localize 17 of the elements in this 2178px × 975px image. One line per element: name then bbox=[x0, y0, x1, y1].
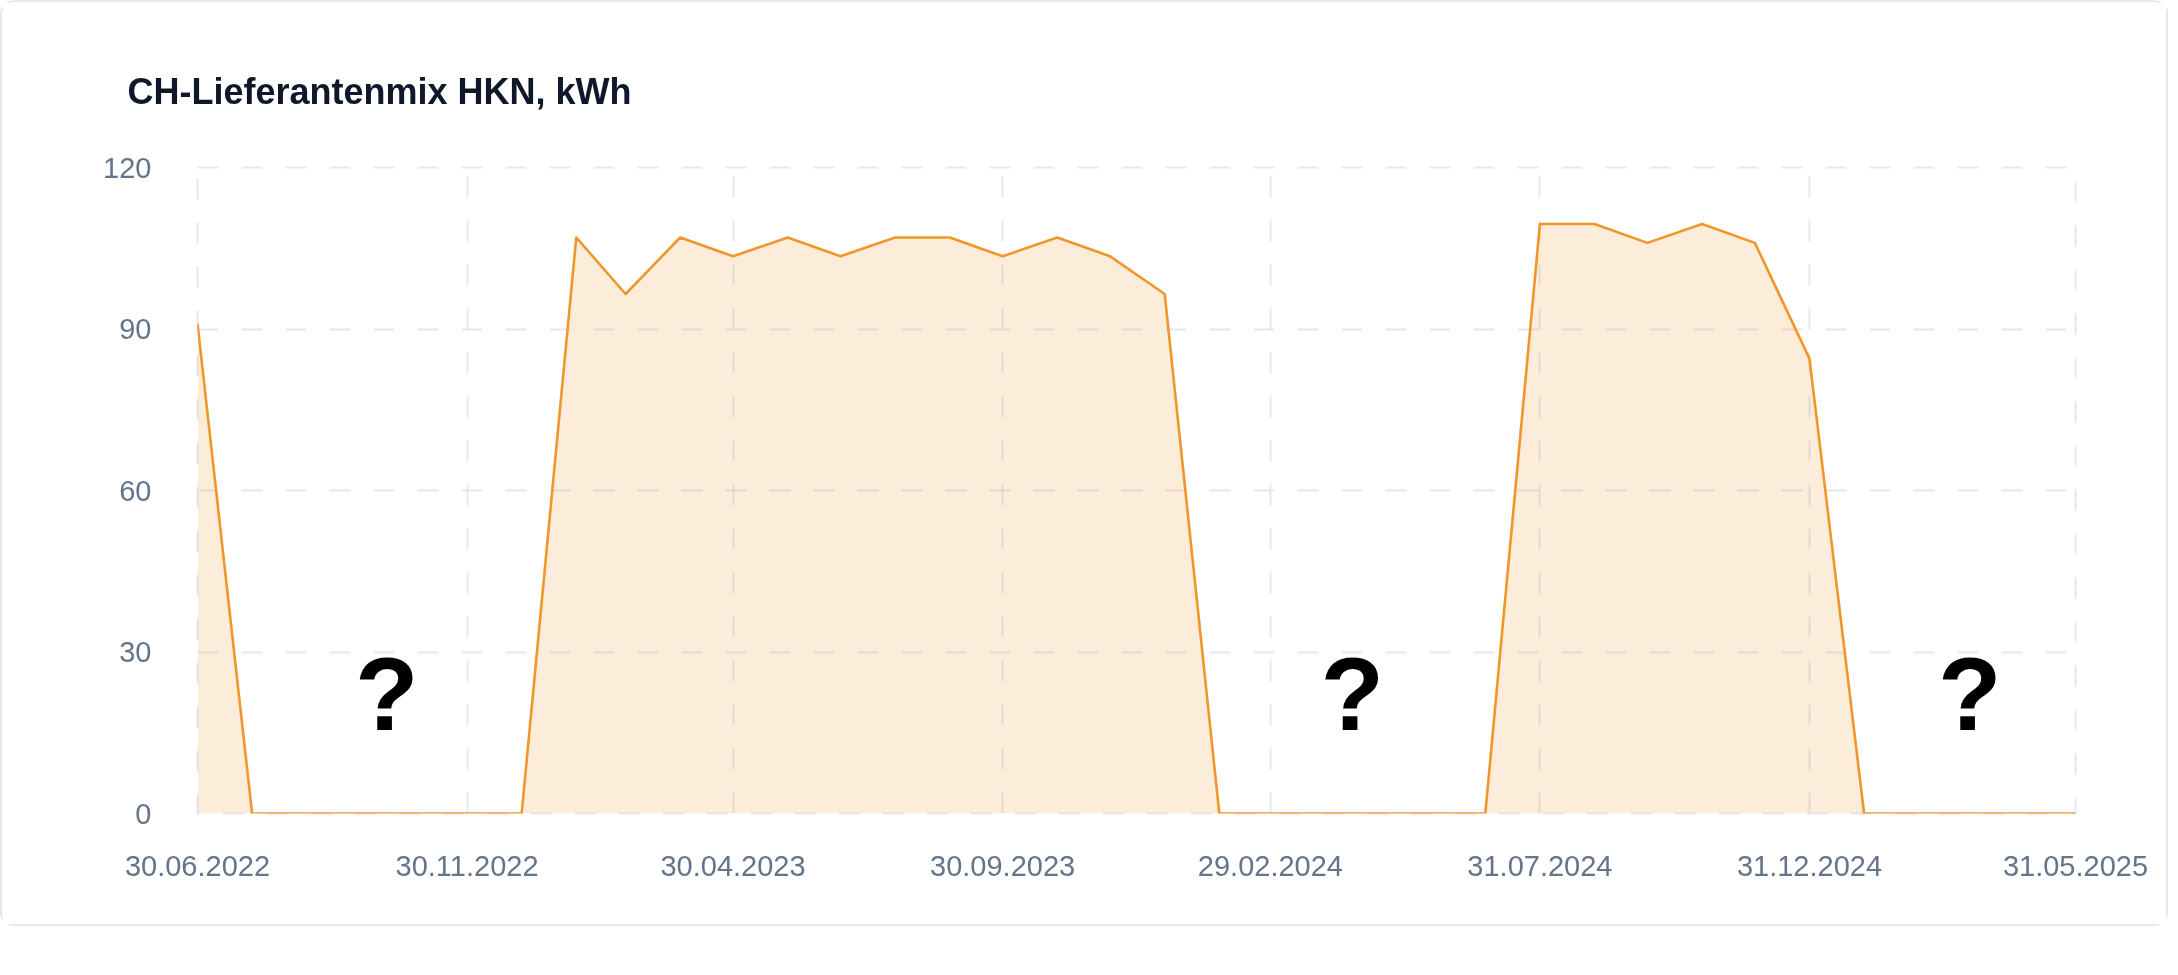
x-tick-label: 31.12.2024 bbox=[1736, 849, 1883, 882]
y-tick-label: 30 bbox=[119, 636, 152, 668]
annotation: ? bbox=[355, 635, 419, 752]
x-tick-label: 30.09.2023 bbox=[930, 849, 1076, 882]
y-tick-label: 60 bbox=[119, 474, 152, 507]
x-tick-label: 30.06.2022 bbox=[124, 849, 271, 882]
annotation: ? bbox=[1320, 635, 1385, 752]
annotation: ? bbox=[1938, 635, 2002, 752]
x-tick-label: 31.05.2025 bbox=[2002, 849, 2149, 882]
y-tick-label: 120 bbox=[103, 151, 152, 184]
chart-title: CH-Lieferantenmix HKN, kWh bbox=[127, 70, 632, 112]
x-tick-label: 30.11.2022 bbox=[395, 849, 539, 882]
y-tick-label: 0 bbox=[135, 797, 152, 830]
x-tick-label: 31.07.2024 bbox=[1467, 849, 1613, 882]
y-tick-label: 90 bbox=[119, 313, 152, 345]
x-tick-label: 29.02.2024 bbox=[1197, 849, 1343, 882]
x-tick-label: 30.04.2023 bbox=[660, 849, 806, 882]
